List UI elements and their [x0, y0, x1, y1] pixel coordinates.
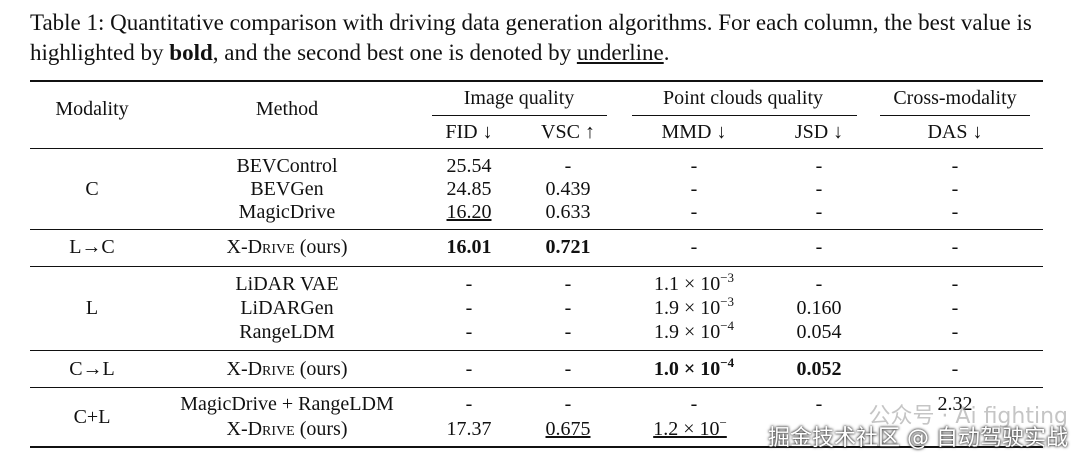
- group-rule-2: [30, 266, 1043, 267]
- das-value: -: [951, 297, 959, 319]
- das-value: -: [951, 358, 959, 380]
- vsc-value-best: 0.721: [545, 236, 591, 258]
- method-bevcontrol: BEVControl: [236, 155, 338, 177]
- modality-l: L: [85, 297, 99, 319]
- das-value: -: [951, 155, 959, 177]
- table-caption: Table 1: Quantitative comparison with dr…: [30, 10, 1032, 65]
- header-mmd: MMD ↓: [661, 121, 727, 143]
- jsd-value: -: [815, 393, 823, 415]
- fid-value: -: [465, 297, 473, 319]
- watermark-line-1: 公众号 · Ai fighting: [868, 404, 1068, 429]
- das-value: -: [951, 236, 959, 258]
- mmd-value-second-best: 1.2 × 10−: [653, 415, 727, 440]
- top-rule: [30, 80, 1043, 82]
- jsd-value: -: [815, 273, 823, 295]
- header-image-quality: Image quality: [463, 87, 575, 109]
- das-value: -: [951, 321, 959, 343]
- header-vsc: VSC ↑: [541, 121, 595, 143]
- method-lidar-vae: LiDAR VAE: [235, 273, 339, 295]
- vsc-value: -: [564, 393, 572, 415]
- das-value: -: [951, 201, 959, 223]
- method-rangeldm: RangeLDM: [239, 321, 335, 343]
- cmidrule-cross-modality: [880, 115, 1030, 116]
- group-rule-4: [30, 387, 1043, 388]
- vsc-value: -: [564, 273, 572, 295]
- vsc-value: -: [564, 321, 572, 343]
- caption-bold-word: bold: [169, 40, 213, 65]
- modality-l-to-c: L→C: [69, 236, 115, 258]
- mmd-value: -: [690, 236, 698, 258]
- group-rule-1: [30, 229, 1043, 230]
- watermark-line-2: 掘金技术社区 @ 自动驾驶实战: [768, 426, 1068, 451]
- das-value: -: [951, 273, 959, 295]
- jsd-value-best: 0.052: [796, 358, 842, 380]
- vsc-value: -: [564, 297, 572, 319]
- mmd-value: 1.9 × 10−3: [653, 294, 735, 319]
- modality-c-to-l: C→L: [69, 358, 115, 380]
- mmd-value-best: 1.0 × 10−4: [653, 355, 735, 380]
- cmidrule-point-clouds: [632, 115, 857, 116]
- header-method: Method: [255, 98, 319, 120]
- das-value: 2.32: [937, 393, 973, 415]
- jsd-value: -: [815, 155, 823, 177]
- fid-value: 24.85: [446, 178, 492, 200]
- vsc-value: -: [564, 358, 572, 380]
- header-jsd: JSD ↓: [794, 121, 844, 143]
- vsc-value-second-best: 0.675: [545, 418, 591, 440]
- header-modality: Modality: [55, 98, 129, 120]
- vsc-value: 0.633: [545, 201, 591, 223]
- mmd-value: -: [690, 201, 698, 223]
- method-x-drive: X-Drive (ours): [226, 418, 348, 440]
- fid-value: 25.54: [446, 155, 492, 177]
- fid-value: -: [465, 393, 473, 415]
- mmd-value: -: [690, 155, 698, 177]
- header-das: DAS ↓: [927, 121, 983, 143]
- vsc-value: 0.439: [545, 178, 591, 200]
- mmd-value: -: [690, 178, 698, 200]
- method-magicdrive: MagicDrive: [238, 201, 336, 223]
- das-value: -: [951, 178, 959, 200]
- jsd-value: 0.054: [796, 321, 842, 343]
- method-bevgen: BEVGen: [250, 178, 324, 200]
- jsd-value: -: [815, 201, 823, 223]
- header-rule: [30, 148, 1043, 149]
- fid-value-best: 16.01: [446, 236, 492, 258]
- mmd-value: 1.1 × 10−3: [653, 270, 735, 295]
- fid-value-second-best: 16.20: [446, 201, 492, 223]
- jsd-value: -: [815, 178, 823, 200]
- bottom-rule: [30, 446, 1043, 448]
- fid-value: -: [465, 273, 473, 295]
- modality-c-plus-l: C+L: [73, 406, 111, 428]
- modality-c: C: [85, 178, 99, 200]
- method-x-drive: X-Drive (ours): [226, 358, 348, 380]
- header-cross-modality: Cross-modality: [893, 87, 1017, 109]
- fid-value: -: [465, 321, 473, 343]
- cmidrule-image-quality: [432, 115, 607, 116]
- fid-value: -: [465, 358, 473, 380]
- fid-value: 17.37: [446, 418, 492, 440]
- method-lidargen: LiDARGen: [240, 297, 334, 319]
- header-point-clouds-quality: Point clouds quality: [663, 87, 823, 109]
- method-x-drive: X-Drive (ours): [226, 236, 348, 258]
- header-fid: FID ↓: [445, 121, 493, 143]
- jsd-value: -: [815, 236, 823, 258]
- group-rule-3: [30, 350, 1043, 351]
- method-magicdrive-rangeldm: MagicDrive + RangeLDM: [180, 393, 394, 415]
- caption-underline-word: underline: [576, 40, 664, 65]
- mmd-value: 1.9 × 10−4: [653, 318, 735, 343]
- mmd-value: -: [690, 393, 698, 415]
- vsc-value: -: [564, 155, 572, 177]
- jsd-value: 0.160: [796, 297, 842, 319]
